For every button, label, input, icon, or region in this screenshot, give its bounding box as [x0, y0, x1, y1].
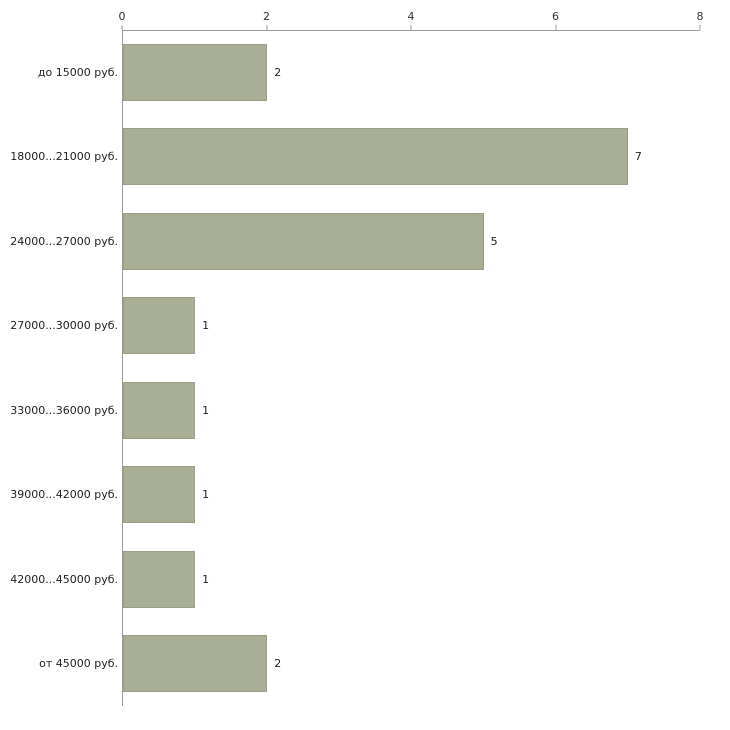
bar [123, 466, 196, 524]
bar [123, 635, 268, 693]
bar-track: 2 [122, 621, 700, 706]
tick-mark [699, 25, 701, 30]
bar-row: 24000...27000 руб. 5 [0, 199, 700, 284]
category-label: 39000...42000 руб. [10, 488, 118, 502]
bar-row: 39000...42000 руб. 1 [0, 452, 700, 537]
value-label: 2 [274, 65, 282, 79]
bar [123, 381, 196, 439]
value-label: 1 [202, 319, 210, 333]
tick-mark [555, 25, 556, 30]
tick-label: 4 [407, 10, 415, 23]
tick-mark [266, 25, 267, 30]
bar [123, 550, 196, 608]
value-label: 5 [490, 234, 498, 248]
value-label: 1 [202, 488, 210, 502]
bar-track: 1 [122, 368, 700, 453]
value-label: 1 [202, 572, 210, 586]
bar [123, 212, 484, 270]
bar-row: 18000...21000 руб. 7 [0, 114, 700, 199]
bar-track: 7 [122, 114, 700, 199]
bar-row: от 45000 руб. 2 [0, 621, 700, 706]
category-label: 33000...36000 руб. [10, 403, 118, 417]
bar-row: 27000...30000 руб. 1 [0, 283, 700, 368]
tick-label: 8 [696, 10, 704, 23]
x-axis: 0 2 4 6 8 [118, 0, 704, 31]
bar-rows: до 15000 руб. 2 18000...21000 руб. 7 240… [0, 30, 700, 706]
tick-label: 0 [118, 10, 126, 23]
category-label: до 15000 руб. [37, 65, 118, 79]
bar-row: 42000...45000 руб. 1 [0, 537, 700, 622]
tick-mark [410, 25, 412, 30]
tick-mark [121, 25, 123, 30]
bar-track: 1 [122, 283, 700, 368]
value-label: 7 [634, 150, 642, 164]
tick-label: 6 [552, 10, 559, 23]
bar-track: 1 [122, 537, 700, 622]
bar [123, 128, 628, 186]
category-label: 24000...27000 руб. [10, 234, 118, 248]
category-label: 42000...45000 руб. [10, 572, 118, 586]
category-label: 18000...21000 руб. [10, 150, 118, 164]
bar [123, 43, 268, 101]
bar-track: 1 [122, 452, 700, 537]
bar-track: 5 [122, 199, 700, 284]
bar-track: 2 [122, 30, 700, 115]
value-label: 1 [202, 403, 210, 417]
category-label: от 45000 руб. [39, 657, 118, 671]
category-label: 27000...30000 руб. [10, 319, 118, 333]
tick-label: 2 [263, 10, 270, 23]
bar [123, 297, 196, 355]
bar-row: 33000...36000 руб. 1 [0, 368, 700, 453]
bar-row: до 15000 руб. 2 [0, 30, 700, 115]
value-label: 2 [274, 657, 282, 671]
